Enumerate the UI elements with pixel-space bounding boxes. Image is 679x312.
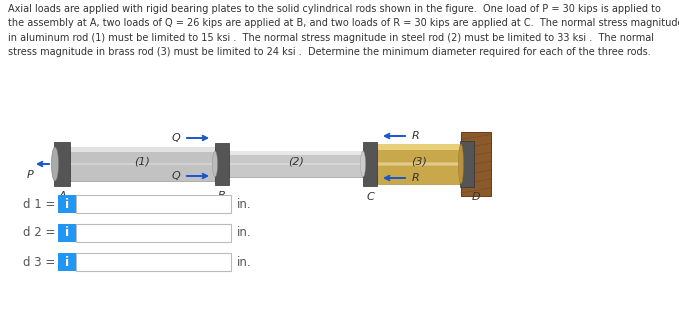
Bar <box>76 253 231 271</box>
Bar <box>377 163 461 166</box>
Text: P: P <box>26 170 33 180</box>
Text: i: i <box>65 197 69 211</box>
Ellipse shape <box>361 151 365 177</box>
Bar <box>54 142 70 186</box>
Text: C: C <box>366 192 374 202</box>
Bar <box>76 224 231 242</box>
Bar <box>377 163 461 165</box>
Text: (2): (2) <box>288 157 304 167</box>
Text: (3): (3) <box>411 157 427 167</box>
Bar <box>377 144 461 149</box>
Bar <box>377 177 461 184</box>
Text: d 3 =: d 3 = <box>23 256 55 269</box>
Bar <box>229 163 363 165</box>
Bar <box>229 173 363 177</box>
Bar <box>69 175 215 181</box>
Text: in.: in. <box>237 197 252 211</box>
Ellipse shape <box>213 151 217 177</box>
Text: in.: in. <box>237 256 252 269</box>
Text: in.: in. <box>237 227 252 240</box>
Bar <box>69 147 215 181</box>
Bar <box>76 195 231 213</box>
Bar <box>461 132 491 196</box>
Text: Q: Q <box>171 133 180 143</box>
Text: (1): (1) <box>134 157 150 167</box>
Text: D: D <box>472 192 480 202</box>
Bar <box>58 195 76 213</box>
Bar <box>69 147 215 152</box>
Text: i: i <box>65 227 69 240</box>
Text: Q: Q <box>171 171 180 181</box>
Text: B: B <box>218 191 226 201</box>
Bar <box>377 144 461 184</box>
Text: R: R <box>412 131 420 141</box>
Bar <box>229 151 363 155</box>
Bar <box>363 142 377 186</box>
Text: i: i <box>65 256 69 269</box>
Bar <box>58 224 76 242</box>
Text: d 2 =: d 2 = <box>22 227 55 240</box>
Text: R: R <box>412 173 420 183</box>
Ellipse shape <box>458 144 464 184</box>
Ellipse shape <box>52 147 58 181</box>
Text: A: A <box>58 191 66 201</box>
Bar <box>460 141 474 187</box>
Text: Axial loads are applied with rigid bearing plates to the solid cylindrical rods : Axial loads are applied with rigid beari… <box>8 4 679 57</box>
Bar <box>58 253 76 271</box>
Text: d 1 =: d 1 = <box>22 197 55 211</box>
Bar <box>69 163 215 165</box>
Bar <box>229 151 363 177</box>
Bar <box>215 143 229 185</box>
